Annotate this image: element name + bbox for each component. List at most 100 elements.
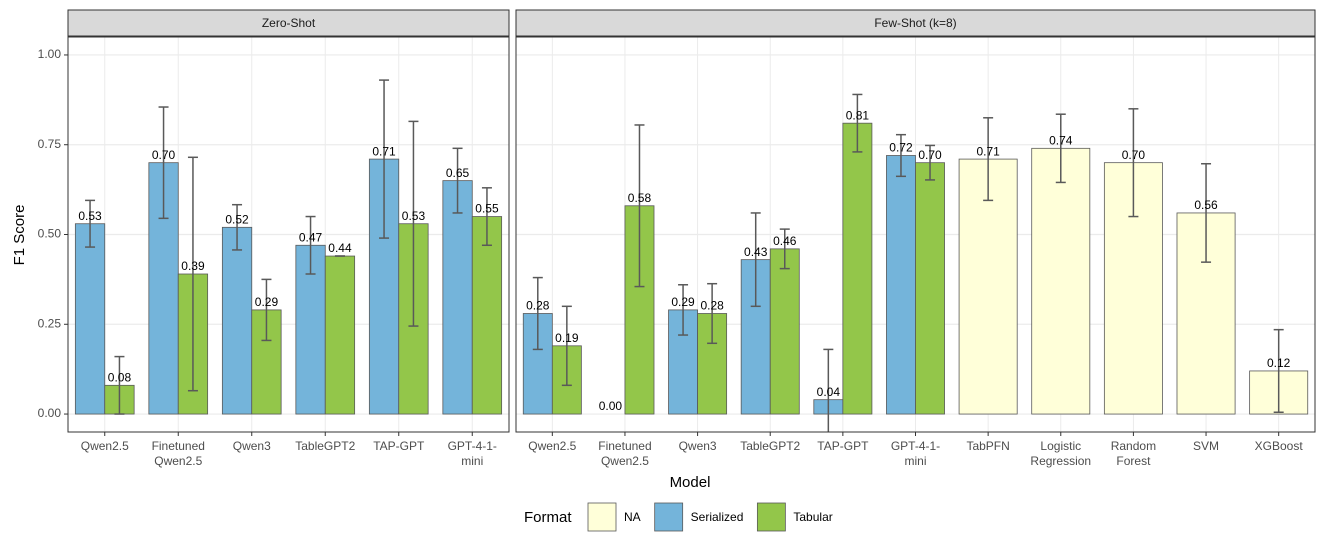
x-tick-label: Logistic Regression [1030, 439, 1091, 468]
x-tick-label: Random Forest [1111, 439, 1156, 468]
data-label: 0.12 [1267, 356, 1291, 370]
error-bar [481, 187, 492, 247]
legend-key [756, 502, 786, 532]
data-label: 0.71 [372, 144, 396, 158]
y-tick-label: 0.50 [38, 227, 62, 241]
data-label: 0.28 [526, 299, 550, 313]
x-tick-label: Qwen3 [679, 439, 717, 453]
legend-label: NA [624, 510, 641, 524]
data-label: 0.53 [78, 209, 102, 223]
error-bar [305, 215, 316, 275]
data-label: 0.19 [555, 331, 579, 345]
x-tick-label: Qwen2.5 [81, 439, 129, 453]
data-label: 0.52 [225, 212, 249, 226]
data-label: 0.70 [1122, 148, 1146, 162]
bar [886, 155, 916, 415]
error-bar [750, 212, 761, 308]
x-tick-label: TableGPT2 [740, 439, 800, 453]
error-bar [895, 133, 906, 178]
error-bar [1273, 328, 1284, 413]
error-bar [232, 203, 243, 251]
data-label: 0.72 [889, 141, 913, 155]
error-bar [1055, 113, 1066, 184]
x-axis-title: Model [670, 474, 711, 491]
error-bar [634, 124, 645, 288]
error-bar [823, 348, 834, 432]
y-tick-label: 0.75 [38, 137, 62, 151]
error-bar [114, 355, 125, 415]
bar [74, 223, 106, 415]
error-bar [852, 93, 863, 153]
legend-key [654, 502, 684, 532]
data-label: 0.08 [108, 370, 132, 384]
data-label: 0.29 [671, 295, 695, 309]
error-bar [678, 284, 689, 336]
bar [324, 255, 356, 415]
data-label: 0.70 [918, 148, 942, 162]
x-tick-label: Finetuned Qwen2.5 [152, 439, 205, 468]
panel-border [67, 36, 510, 433]
data-label: 0.43 [744, 245, 768, 259]
panel [516, 37, 1315, 432]
error-bar [452, 147, 463, 214]
x-tick-label: TAP-GPT [817, 439, 869, 453]
data-label: 0.74 [1049, 133, 1073, 147]
x-tick-label: Qwen2.5 [528, 439, 576, 453]
error-bar [85, 199, 96, 248]
error-bar [158, 106, 169, 220]
data-label: 0.46 [773, 234, 797, 248]
x-tick-label: Qwen3 [233, 439, 271, 453]
data-label: 0.56 [1194, 198, 1218, 212]
error-bar [983, 117, 994, 202]
legend-title: Format [524, 509, 572, 526]
error-bar [779, 228, 790, 270]
data-label: 0.65 [446, 166, 470, 180]
data-label: 0.04 [817, 385, 841, 399]
panel-strip [67, 9, 510, 37]
x-tick-label: SVM [1193, 439, 1219, 453]
error-bar [532, 276, 543, 351]
x-tick-label: GPT-4-1-mini [448, 439, 497, 468]
panel-strip [515, 9, 1316, 37]
data-label: 0.81 [846, 108, 870, 122]
error-bar [379, 79, 390, 239]
panel [68, 37, 509, 432]
data-label: 0.39 [181, 259, 205, 273]
bar [1031, 147, 1091, 415]
data-label: 0.55 [475, 202, 499, 216]
error-bar [261, 278, 272, 342]
y-tick-label: 0.25 [38, 316, 62, 330]
x-tick-label: TabPFN [966, 439, 1009, 453]
legend-key [587, 502, 617, 532]
bar [471, 216, 503, 415]
bar [442, 180, 473, 415]
bar [221, 226, 253, 415]
data-label: 0.44 [328, 241, 352, 255]
bar [915, 162, 945, 415]
x-tick-label: TAP-GPT [373, 439, 425, 453]
data-label: 0.00 [599, 399, 623, 413]
bar [958, 158, 1018, 415]
error-bar [1201, 163, 1212, 263]
panel-title: Zero-Shot [262, 16, 316, 30]
y-axis-title: F1 Score [11, 205, 28, 266]
legend-label: Tabular [793, 510, 832, 524]
error-bar [561, 305, 572, 387]
bar [769, 248, 800, 415]
data-label: 0.47 [299, 230, 323, 244]
x-tick-label: TableGPT2 [295, 439, 355, 453]
x-tick-label: Finetuned Qwen2.5 [598, 439, 651, 468]
x-tick-label: XGBoost [1255, 439, 1304, 453]
data-label: 0.28 [700, 299, 724, 313]
x-tick-label: GPT-4-1-mini [891, 439, 940, 468]
data-label: 0.53 [402, 209, 426, 223]
error-bar [925, 144, 936, 181]
bar [842, 122, 873, 415]
data-label: 0.29 [255, 295, 279, 309]
error-bar [408, 120, 419, 327]
legend-label: Serialized [691, 510, 744, 524]
panel-title: Few-Shot (k=8) [874, 16, 956, 30]
data-label: 0.58 [628, 191, 652, 205]
panel-border [515, 36, 1316, 433]
